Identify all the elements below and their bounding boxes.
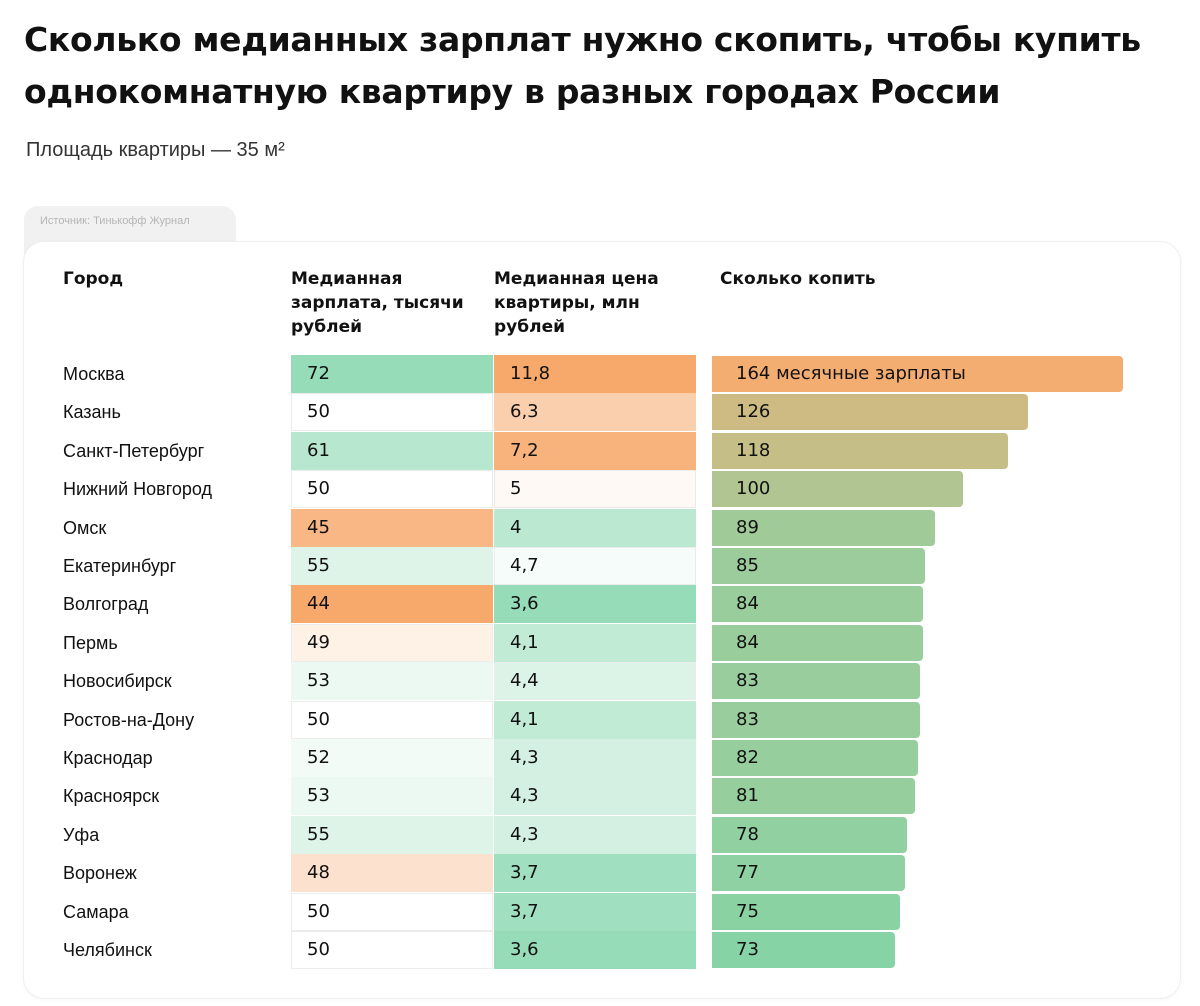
city-label: Москва — [63, 364, 125, 384]
city-label: Волгоград — [63, 594, 149, 614]
months-bar: 118 — [712, 433, 1008, 469]
months-bar: 84 — [712, 625, 923, 661]
price-cell: 7,2 — [494, 432, 696, 470]
months-bar: 89 — [712, 510, 935, 546]
salary-cell: 53 — [291, 662, 493, 700]
months-bar: 73 — [712, 932, 895, 968]
source-label: Источник: Тинькофф Журнал — [40, 215, 190, 227]
salary-cell: 50 — [291, 470, 493, 508]
city-label: Омск — [63, 518, 107, 538]
price-cell: 6,3 — [494, 393, 696, 431]
salary-cell: 44 — [291, 585, 493, 623]
city-label: Нижний Новгород — [63, 479, 213, 499]
chart-title: Сколько медианных зарплат нужно скопить,… — [24, 20, 1141, 111]
months-bar: 164 месячные зарплаты — [712, 356, 1123, 392]
months-bar: 85 — [712, 548, 925, 584]
salary-cell: 50 — [291, 701, 493, 739]
city-label: Пермь — [63, 633, 118, 653]
salary-cell: 53 — [291, 777, 493, 815]
city-label: Казань — [63, 402, 121, 422]
salary-cell: 52 — [291, 739, 493, 777]
salary-cell: 50 — [291, 893, 493, 931]
salary-cell: 49 — [291, 624, 493, 662]
price-cell: 4 — [494, 509, 696, 547]
salary-cell: 61 — [291, 432, 493, 470]
salary-cell: 55 — [291, 547, 493, 585]
price-cell: 4,1 — [494, 701, 696, 739]
price-cell: 4,4 — [494, 662, 696, 700]
city-label: Челябинск — [63, 940, 152, 960]
months-bar: 82 — [712, 740, 918, 776]
column-header-price: Медианная цена квартиры, млн рублей — [494, 269, 659, 337]
months-bar: 84 — [712, 586, 923, 622]
price-cell: 11,8 — [494, 355, 696, 393]
price-cell: 4,3 — [494, 739, 696, 777]
price-cell: 3,7 — [494, 854, 696, 892]
city-label: Воронеж — [63, 863, 137, 883]
column-header-months: Сколько копить — [720, 269, 876, 289]
city-label: Краснодар — [63, 748, 153, 768]
city-label: Красноярск — [63, 786, 160, 806]
city-label: Санкт-Петербург — [63, 441, 205, 461]
column-header-salary: Медианная зарплата, тысячи рублей — [291, 269, 464, 337]
price-cell: 4,3 — [494, 777, 696, 815]
city-label: Уфа — [63, 825, 100, 845]
price-cell: 3,6 — [494, 931, 696, 969]
months-bar: 126 — [712, 394, 1028, 430]
city-label: Екатеринбург — [63, 556, 177, 576]
price-cell: 4,3 — [494, 816, 696, 854]
salary-cell: 45 — [291, 509, 493, 547]
city-label: Самара — [63, 902, 129, 922]
salary-cell: 50 — [291, 393, 493, 431]
months-bar: 100 — [712, 471, 963, 507]
price-cell: 4,1 — [494, 624, 696, 662]
column-header-city: Город — [63, 269, 124, 289]
city-label: Ростов-на-Дону — [63, 710, 195, 730]
price-cell: 4,7 — [494, 547, 696, 585]
salary-cell: 48 — [291, 854, 493, 892]
months-bar: 83 — [712, 702, 920, 738]
chart-subtitle: Площадь квартиры — 35 м² — [26, 139, 285, 161]
salary-cell: 50 — [291, 931, 493, 969]
months-bar: 83 — [712, 663, 920, 699]
city-label: Новосибирск — [63, 671, 172, 691]
price-cell: 3,6 — [494, 585, 696, 623]
salary-cell: 55 — [291, 816, 493, 854]
months-bar: 77 — [712, 855, 905, 891]
price-cell: 5 — [494, 470, 696, 508]
price-cell: 3,7 — [494, 893, 696, 931]
months-bar: 75 — [712, 894, 900, 930]
months-bar: 78 — [712, 817, 907, 853]
months-bar: 81 — [712, 778, 915, 814]
salary-cell: 72 — [291, 355, 493, 393]
